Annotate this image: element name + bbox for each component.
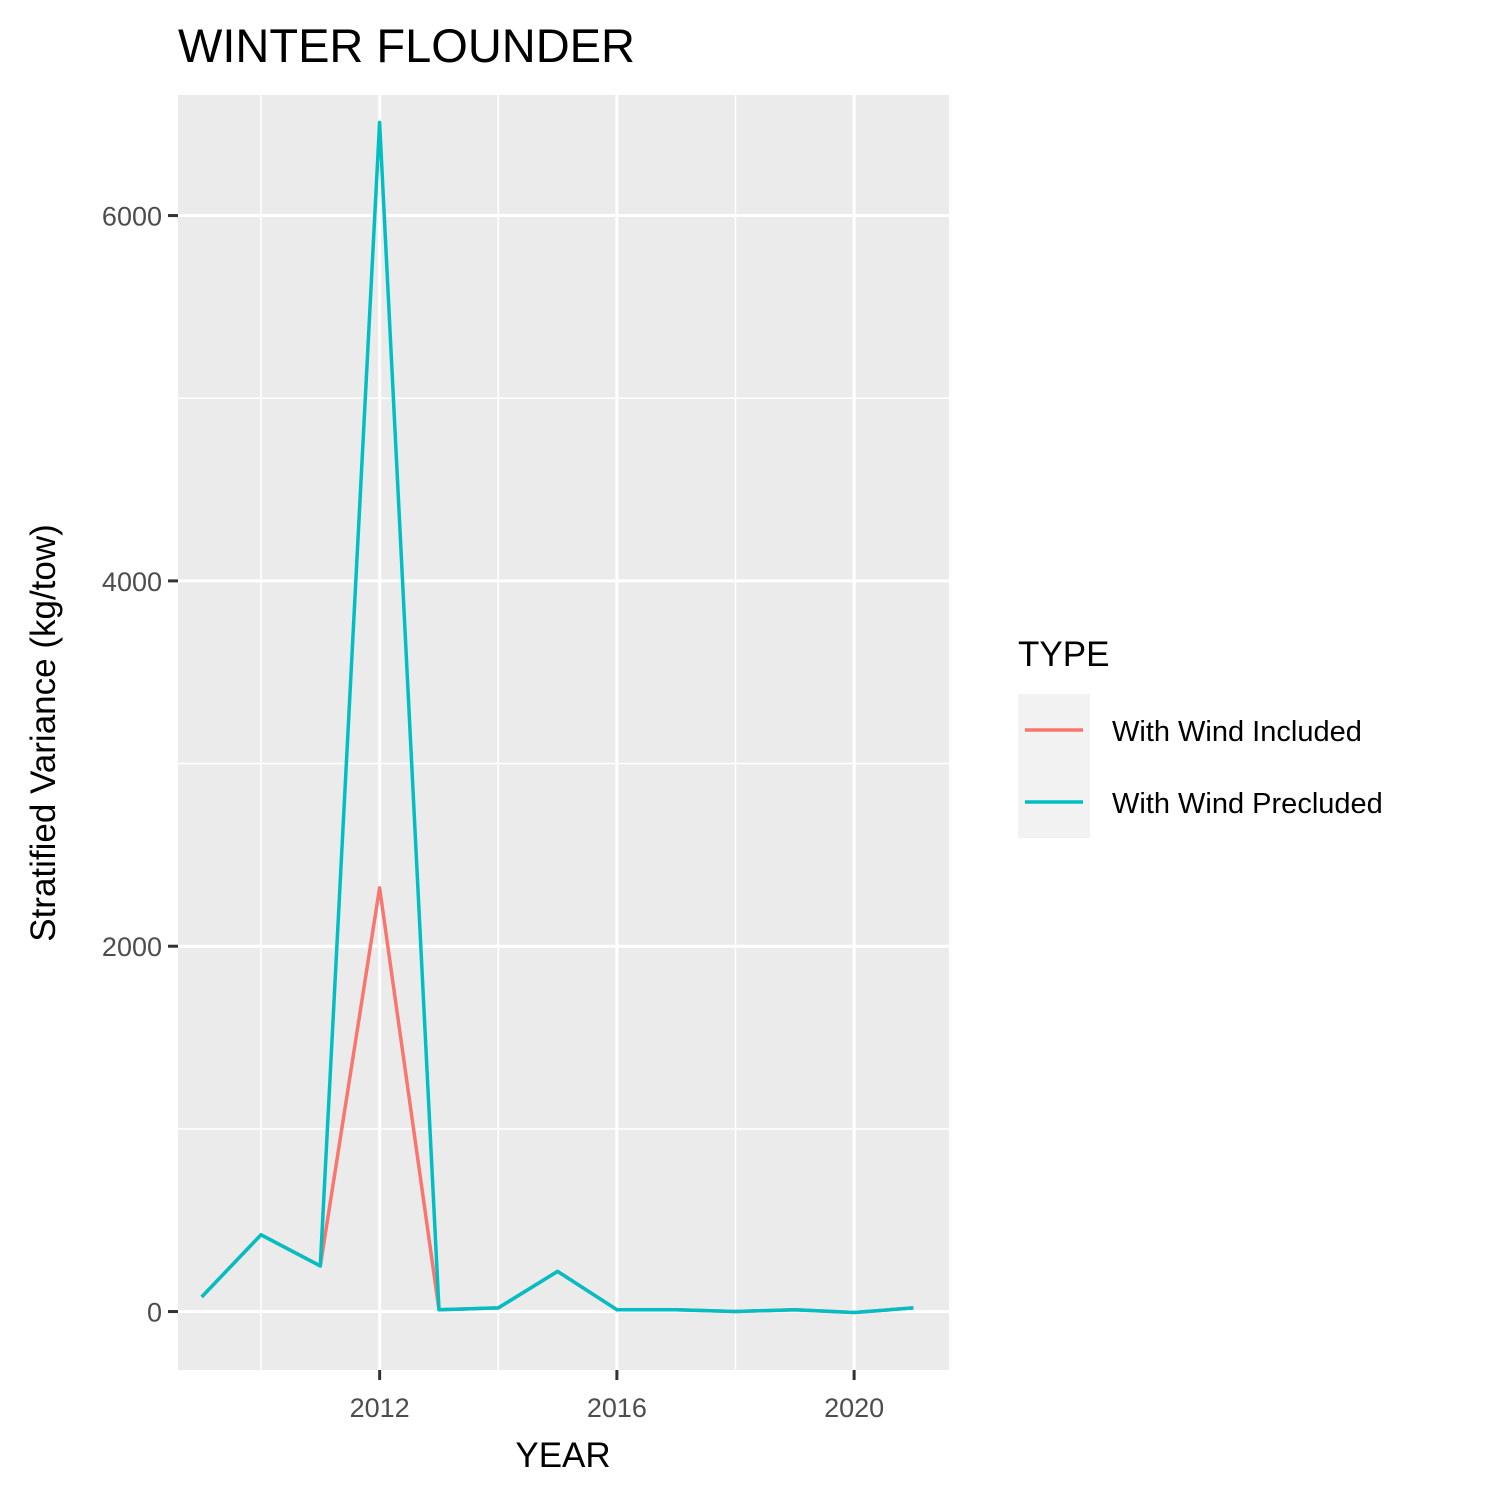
legend-label-with-wind-included: With Wind Included (1112, 716, 1362, 748)
series-line-with-wind-precluded (200, 120, 914, 1315)
major-gridlines (178, 95, 949, 1370)
y-axis: 0 2000 4000 6000 (102, 202, 178, 1328)
y-tick-label: 2000 (102, 932, 162, 962)
legend: TYPE With Wind Included With Wind Preclu… (1018, 635, 1383, 838)
x-tick-label: 2012 (350, 1393, 410, 1423)
y-tick-label: 4000 (102, 567, 162, 597)
x-axis-title: YEAR (515, 1436, 610, 1475)
x-tick-label: 2020 (824, 1393, 884, 1423)
series-lines (200, 120, 914, 1315)
plot-panel (178, 95, 949, 1370)
y-axis-title: Stratified Variance (kg/tow) (24, 524, 63, 942)
y-tick-label: 6000 (102, 202, 162, 232)
chart-title: WINTER FLOUNDER (178, 19, 635, 72)
legend-key-background (1018, 694, 1090, 838)
legend-label-with-wind-precluded: With Wind Precluded (1112, 788, 1383, 820)
minor-gridlines (178, 95, 949, 1370)
y-tick-label: 0 (147, 1298, 162, 1328)
legend-title: TYPE (1018, 635, 1109, 674)
x-tick-label: 2016 (587, 1393, 647, 1423)
x-axis: 2012 2016 2020 (350, 1370, 884, 1423)
